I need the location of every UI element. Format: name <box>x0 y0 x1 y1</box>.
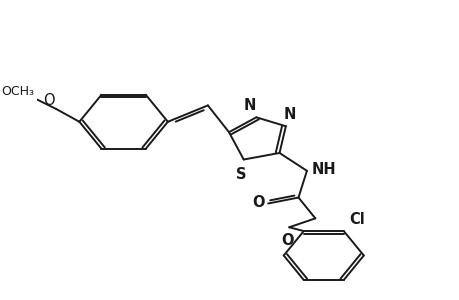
Text: N: N <box>283 107 296 122</box>
Text: Cl: Cl <box>348 212 364 227</box>
Text: N: N <box>243 98 256 113</box>
Text: O: O <box>252 195 264 210</box>
Text: S: S <box>236 167 246 182</box>
Text: O: O <box>43 93 55 108</box>
Text: O: O <box>280 232 293 247</box>
Text: NH: NH <box>311 162 336 177</box>
Text: OCH₃: OCH₃ <box>1 85 34 98</box>
